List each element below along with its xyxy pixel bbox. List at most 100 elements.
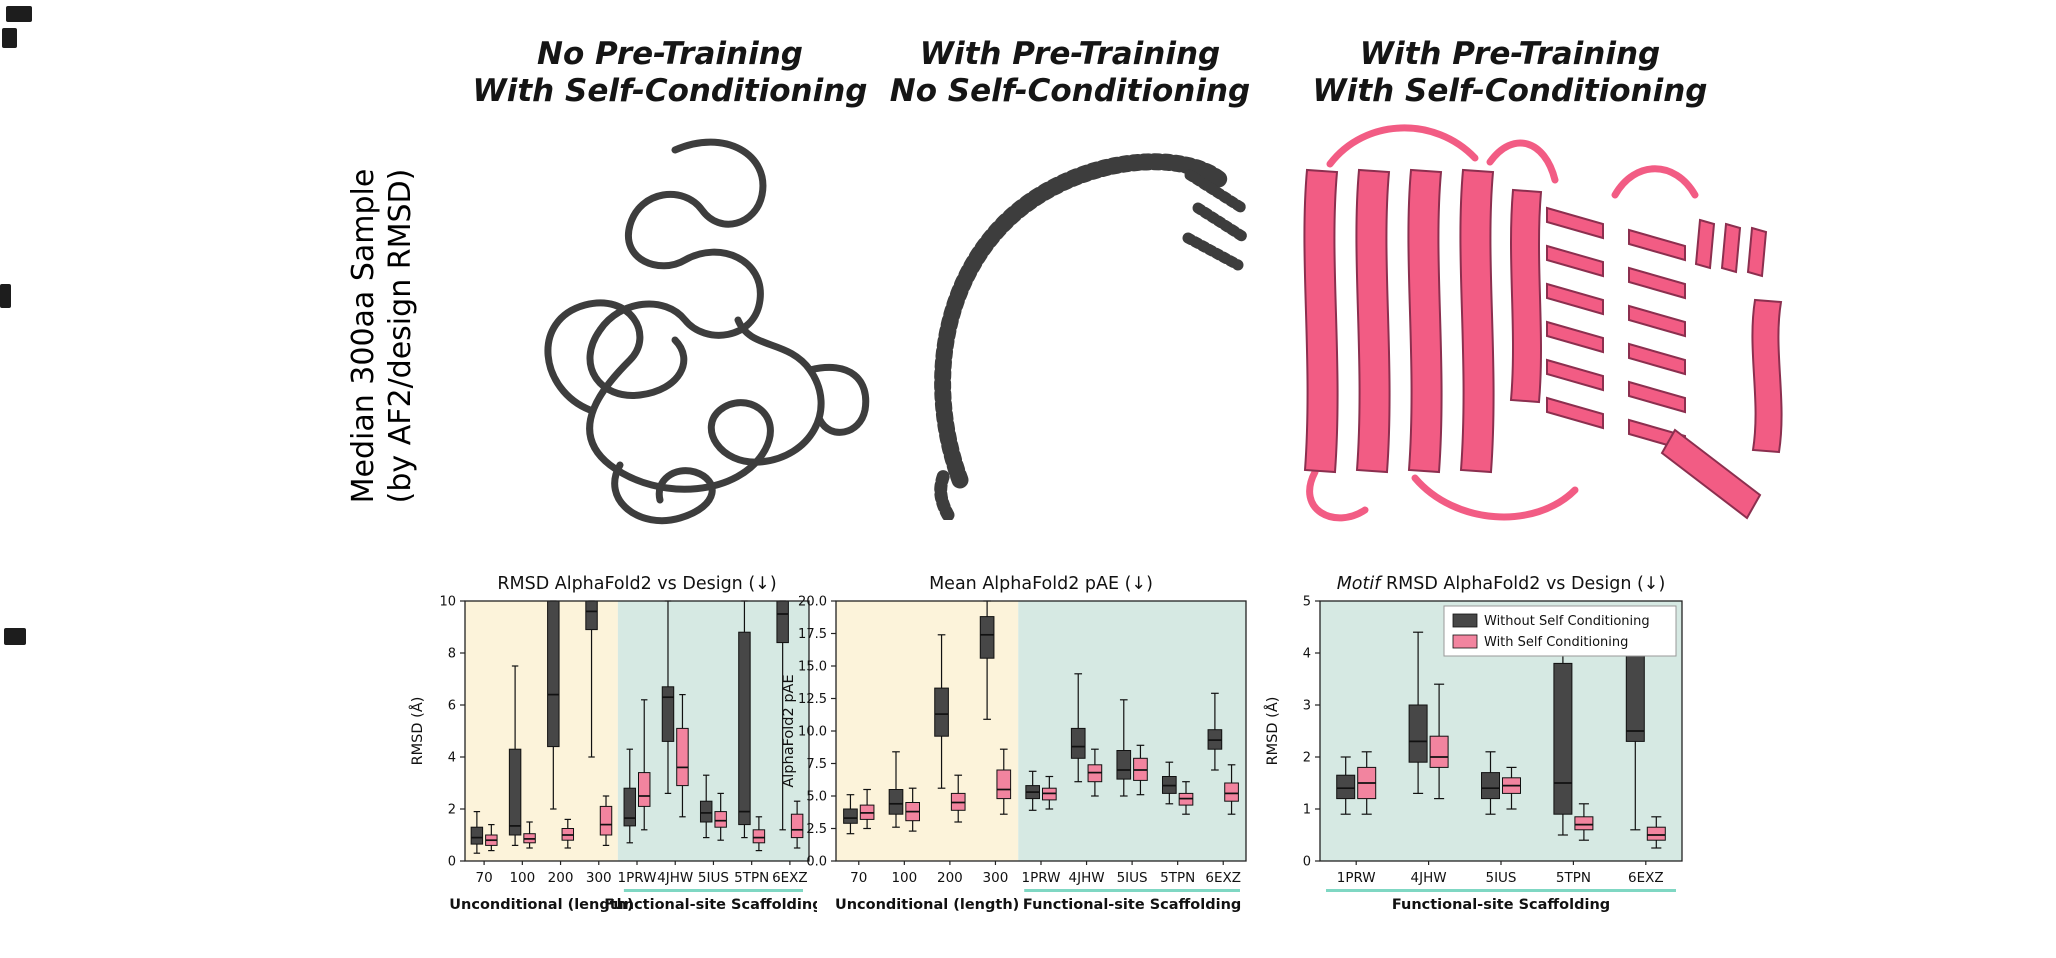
svg-text:300: 300 [586,870,612,886]
svg-text:6EXZ: 6EXZ [1628,870,1664,886]
svg-text:With Self Conditioning: With Self Conditioning [1484,635,1628,650]
svg-text:200: 200 [548,870,574,886]
svg-text:1: 1 [1303,803,1311,818]
legend-swatch [1452,634,1478,649]
svg-text:2: 2 [448,803,456,818]
box [752,829,766,844]
box [790,813,804,839]
box [1625,652,1645,742]
panel-title-line1: With Pre-Training [919,36,1221,72]
svg-text:RMSD (Å): RMSD (Å) [1264,697,1281,766]
svg-text:4: 4 [1303,647,1311,662]
group-underline [623,889,803,892]
legend-swatch [1452,613,1478,628]
box [1646,826,1666,841]
svg-text:5.0: 5.0 [806,790,827,805]
svg-text:5IUS: 5IUS [698,870,729,886]
box [599,805,613,836]
box [638,772,651,807]
svg-text:4JHW: 4JHW [1069,870,1105,886]
svg-text:Mean AlphaFold2 pAE (↓): Mean AlphaFold2 pAE (↓) [929,574,1153,594]
svg-text:1PRW: 1PRW [1337,870,1376,886]
panel-title-no-pretraining: No Pre-Training With Self-Conditioning [470,36,870,109]
box [1070,727,1086,759]
svg-text:6EXZ: 6EXZ [1205,870,1241,886]
box [1574,816,1594,831]
svg-text:8: 8 [448,647,456,662]
edge-artifact [4,628,26,645]
box [1553,662,1573,815]
svg-text:7.5: 7.5 [806,757,827,772]
box [1408,704,1428,763]
box [714,811,727,828]
svg-text:6: 6 [448,699,456,714]
box [508,748,522,836]
row-label: Median 300aa Sample (by AF2/design RMSD) [346,106,424,566]
box [623,787,637,827]
plot-bg-region [617,601,809,861]
svg-text:4JHW: 4JHW [1411,870,1447,886]
box [1336,774,1356,800]
svg-text:Unconditional (length): Unconditional (length) [835,897,1019,913]
svg-text:1PRW: 1PRW [1022,870,1061,886]
svg-text:100: 100 [891,870,917,886]
svg-text:5IUS: 5IUS [1117,870,1148,886]
svg-text:2.5: 2.5 [806,822,827,837]
box [676,727,689,787]
svg-text:5TPN: 5TPN [734,870,769,886]
svg-text:AlphaFold2 pAE: AlphaFold2 pAE [781,674,797,787]
chart-motif-rmsd: 0 1 2 3 4 5 1PRW 4JHW 5IUS 5TPN 6EXZ Functional-sit… [1262,571,1690,939]
box [1224,782,1239,802]
svg-text:5TPN: 5TPN [1556,870,1591,886]
plot-bg-region [465,601,618,861]
svg-text:6EXZ: 6EXZ [772,870,808,886]
panel-title-line1: No Pre-Training [537,36,803,72]
box [888,789,904,815]
svg-text:4JHW: 4JHW [657,870,693,886]
row-label-line1: Median 300aa Sample [346,168,381,504]
svg-text:RMSD (Å): RMSD (Å) [409,697,426,766]
protein-render-helix-arc [934,153,1250,520]
panel-title-line2: With Self-Conditioning [472,72,868,109]
panel-title-no-selfcond: With Pre-Training No Self-Conditioning [870,36,1270,109]
box [1116,750,1132,780]
svg-text:15.0: 15.0 [798,660,827,675]
svg-text:5IUS: 5IUS [1485,870,1516,886]
protein-render-folded [1303,124,1783,522]
protein-render-coil [544,138,870,525]
box [738,631,751,826]
box [934,687,949,737]
svg-text:0.0: 0.0 [806,855,827,870]
svg-text:Motif RMSD AlphaFold2 vs Desig: Motif RMSD AlphaFold2 vs Design (↓) [1337,574,1666,594]
box [661,686,675,742]
edge-artifact [6,6,32,22]
svg-text:0: 0 [1303,855,1311,870]
svg-text:Functional-site Scaffolding: Functional-site Scaffolding [604,897,817,913]
panel-title-line2: No Self-Conditioning [889,72,1251,109]
svg-text:10.0: 10.0 [798,725,827,740]
panel-title-with-both: With Pre-Training With Self-Conditioning [1300,36,1720,109]
panel-title-line1: With Pre-Training [1359,36,1661,72]
box [1481,772,1500,800]
chart-rmsd-vs-design-plot: 0 2 4 6 8 10 70 100 200 300 1PRW 4JHW 5IUS 5TPN 6EXZ Un… [409,574,823,913]
row-label-line2: (by AF2/design RMSD) [382,168,418,504]
chart-rmsd-vs-design: 0 2 4 6 8 10 70 100 200 300 1PRW 4JHW 5IUS 5TPN 6EXZ Un… [407,571,823,939]
svg-text:0: 0 [448,855,456,870]
chart-mean-pae-plot: 0.0 2.5 5.0 7.5 10.0 12.5 15.0 17.5 20.0 70 100 200… [781,574,1247,913]
svg-text:2: 2 [1303,751,1311,766]
chart-motif-rmsd-plot: 0 1 2 3 4 5 1PRW 4JHW 5IUS 5TPN 6EXZ Functional-sit… [1264,574,1683,913]
svg-text:20.0: 20.0 [798,595,827,610]
box [1429,735,1449,768]
box [470,826,484,845]
svg-text:4: 4 [448,751,456,766]
svg-text:300: 300 [983,870,1009,886]
svg-text:100: 100 [509,870,535,886]
svg-text:5TPN: 5TPN [1160,870,1195,886]
svg-text:3: 3 [1303,699,1311,714]
svg-text:Without Self Conditioning: Without Self Conditioning [1484,614,1650,629]
svg-text:Unconditional (length): Unconditional (length) [449,897,633,913]
svg-text:10: 10 [439,595,456,610]
box [699,800,713,823]
box [585,600,598,631]
svg-text:70: 70 [476,870,493,886]
